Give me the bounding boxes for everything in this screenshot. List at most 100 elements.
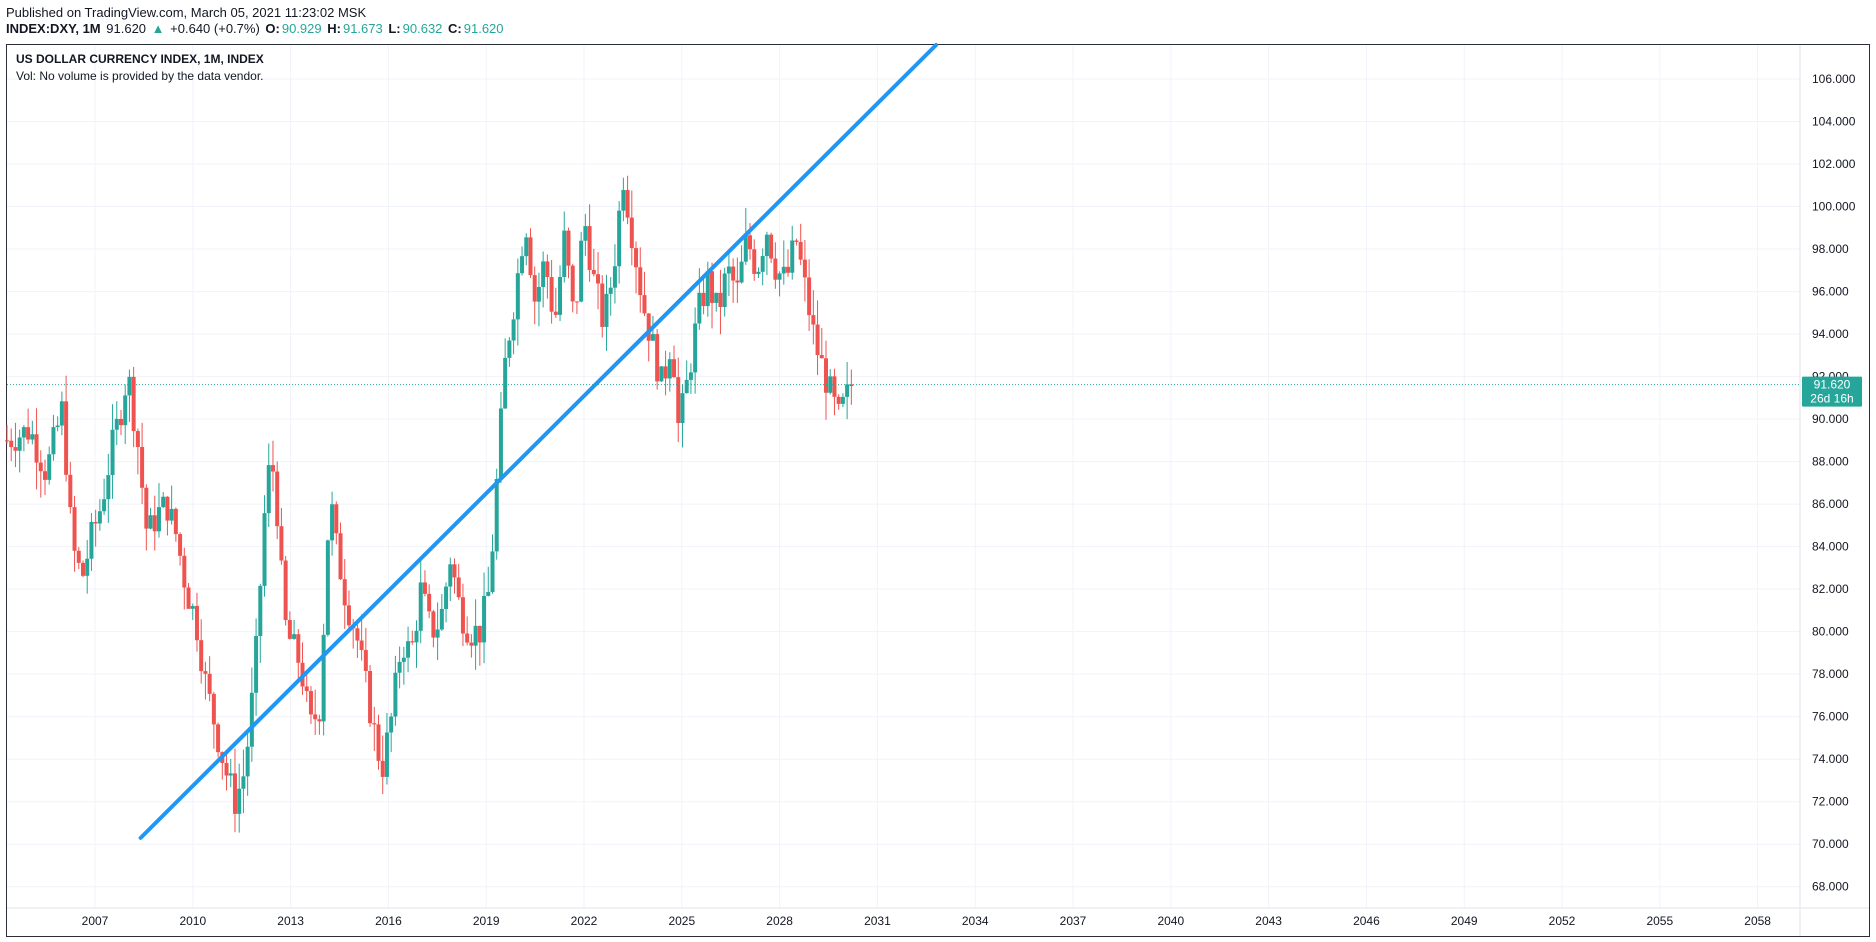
candle-body bbox=[186, 587, 191, 609]
candle-body bbox=[714, 292, 719, 303]
candle-body bbox=[781, 266, 786, 274]
candle-body bbox=[325, 540, 330, 635]
chart-frame[interactable] bbox=[6, 44, 1870, 937]
candle-body bbox=[541, 261, 546, 287]
axes: 68.000 70.000 72.000 74.000 76.000 78.000 80.0… bbox=[7, 45, 1869, 936]
candle-body bbox=[840, 396, 845, 404]
candle-body bbox=[55, 425, 60, 428]
y-tick-label: 90.000 bbox=[1812, 412, 1849, 426]
trendline-layer[interactable] bbox=[138, 43, 939, 840]
candle-body bbox=[650, 334, 655, 341]
candle-body bbox=[486, 592, 491, 596]
candle-body bbox=[448, 564, 453, 587]
candle-body bbox=[182, 555, 187, 588]
candle-body bbox=[131, 376, 136, 432]
candle-body bbox=[507, 340, 512, 358]
candle-body bbox=[228, 773, 233, 776]
candle-body bbox=[790, 240, 795, 273]
high-label: H: bbox=[327, 21, 341, 36]
candle-body bbox=[17, 437, 22, 451]
candle-body bbox=[232, 773, 237, 814]
candle-body bbox=[110, 429, 115, 476]
candle-body bbox=[93, 521, 98, 524]
candle-body bbox=[140, 446, 145, 488]
candle-body bbox=[152, 515, 157, 532]
candle-body bbox=[97, 511, 102, 524]
candle-body bbox=[38, 462, 43, 472]
candle-body bbox=[21, 427, 26, 438]
candle-body bbox=[638, 267, 643, 296]
candle-body bbox=[743, 235, 748, 262]
candle-body bbox=[410, 641, 415, 643]
open-label: O: bbox=[265, 21, 280, 36]
candle-body bbox=[279, 526, 284, 561]
chart-legend: US DOLLAR CURRENCY INDEX, 1M, INDEX Vol:… bbox=[16, 52, 264, 83]
candle-body bbox=[406, 641, 411, 658]
candle-body bbox=[317, 719, 322, 722]
candle-body bbox=[680, 393, 685, 424]
candle-body bbox=[764, 234, 769, 257]
y-tick-label: 74.000 bbox=[1812, 752, 1849, 766]
candle-body bbox=[194, 605, 199, 641]
y-tick-label: 76.000 bbox=[1812, 710, 1849, 724]
candle-body bbox=[545, 261, 550, 278]
candle-body bbox=[127, 376, 132, 396]
grid-lines bbox=[7, 45, 1800, 908]
candle-body bbox=[515, 273, 520, 320]
candle-body bbox=[321, 634, 326, 722]
candle-body bbox=[756, 271, 761, 274]
candle-body bbox=[697, 292, 702, 324]
candle-body bbox=[338, 533, 343, 580]
candle-body bbox=[363, 650, 368, 671]
trendline[interactable] bbox=[138, 43, 939, 840]
candle-body bbox=[667, 359, 672, 379]
candle-body bbox=[629, 217, 634, 249]
candle-body bbox=[384, 732, 389, 777]
candle-body bbox=[123, 395, 128, 426]
candle-body bbox=[334, 504, 339, 534]
last-price-tag bbox=[1802, 376, 1862, 407]
x-tick-label: 2016 bbox=[375, 914, 402, 928]
candle-body bbox=[553, 311, 558, 315]
candles bbox=[5, 175, 854, 833]
candle-body bbox=[80, 562, 85, 576]
candle-body bbox=[359, 640, 364, 651]
candle-body bbox=[76, 550, 81, 563]
candle-body bbox=[414, 630, 419, 643]
candle-body bbox=[118, 418, 123, 426]
candle-body bbox=[258, 585, 263, 636]
symbol-name[interactable]: INDEX:DXY, 1M bbox=[6, 21, 101, 36]
bar-countdown-label: 26d 16h bbox=[1810, 392, 1853, 406]
candle-body bbox=[701, 292, 706, 307]
candle-body bbox=[30, 434, 35, 440]
candle-body bbox=[144, 487, 149, 529]
candle-body bbox=[794, 240, 799, 242]
candle-body bbox=[811, 315, 816, 325]
candle-body bbox=[824, 358, 829, 393]
candle-body bbox=[304, 686, 309, 692]
candle-body bbox=[435, 629, 440, 638]
candle-body bbox=[524, 237, 529, 257]
y-tick-label: 106.000 bbox=[1812, 72, 1856, 86]
candle-body bbox=[570, 265, 575, 302]
chart-title[interactable]: US DOLLAR CURRENCY INDEX, 1M, INDEX bbox=[16, 52, 264, 66]
x-tick-label: 2046 bbox=[1353, 914, 1380, 928]
candle-body bbox=[579, 240, 584, 302]
candle-body bbox=[612, 266, 617, 288]
candle-body bbox=[532, 275, 537, 302]
candle-body bbox=[313, 714, 318, 720]
candle-body bbox=[482, 595, 487, 643]
candle-body bbox=[452, 564, 457, 578]
candle-body bbox=[465, 633, 470, 643]
candle-body bbox=[245, 746, 250, 777]
candle-body bbox=[330, 504, 335, 541]
x-tick-label: 2028 bbox=[766, 914, 793, 928]
y-tick-label: 102.000 bbox=[1812, 157, 1856, 171]
candle-body bbox=[102, 499, 107, 512]
candle-body bbox=[587, 226, 592, 270]
candle-body bbox=[47, 454, 52, 480]
candle-body bbox=[688, 372, 693, 380]
y-tick-label: 70.000 bbox=[1812, 837, 1849, 851]
x-tick-label: 2013 bbox=[277, 914, 304, 928]
